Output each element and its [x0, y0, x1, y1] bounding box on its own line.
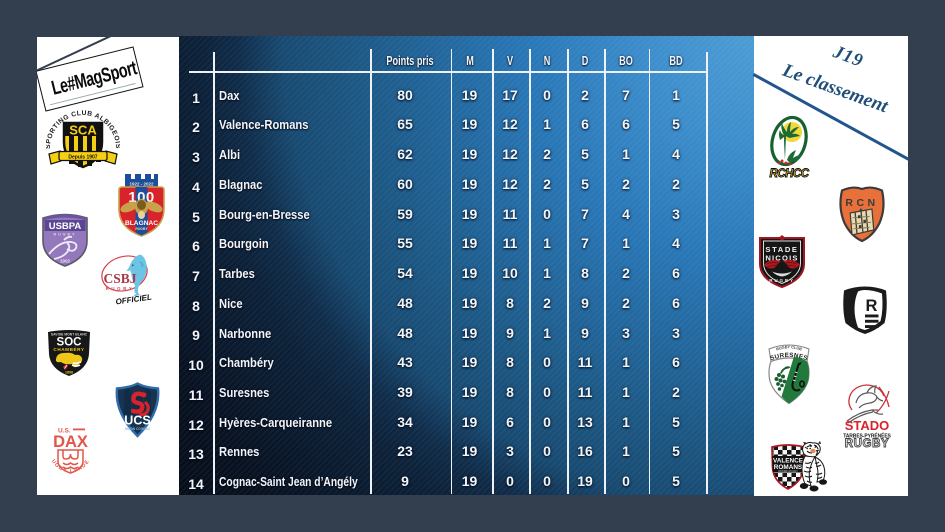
svg-text:Depuis 1907: Depuis 1907 [68, 154, 97, 160]
svg-text:OFFICIEL: OFFICIEL [115, 293, 152, 307]
svg-text:BLAGNAC: BLAGNAC [125, 220, 158, 227]
svg-text:SCA: SCA [69, 123, 97, 138]
svg-text:USBPA: USBPA [49, 221, 82, 232]
svg-text:100: 100 [128, 189, 155, 206]
svg-text:TARBES-PYRÉNÉES: TARBES-PYRÉNÉES [843, 432, 891, 440]
svg-text:RCHCC: RCHCC [769, 168, 809, 180]
svg-text:UNION COGNAC: UNION COGNAC [125, 427, 151, 431]
svg-text:CHAMBÉRY: CHAMBÉRY [53, 345, 84, 352]
svg-text:SURESNES: SURESNES [769, 352, 808, 362]
svg-text:ROMANS: ROMANS [774, 464, 803, 471]
svg-text:1922 - 2022: 1922 - 2022 [129, 182, 154, 187]
svg-text:SOC: SOC [57, 337, 82, 349]
svg-text:STADE: STADE [765, 245, 798, 254]
svg-text:1898: 1898 [65, 371, 73, 375]
svg-text:RUGBY: RUGBY [135, 227, 148, 231]
svg-text:1902: 1902 [60, 259, 71, 264]
svg-text:DAX: DAX [53, 433, 88, 451]
svg-text:RUGBY: RUGBY [54, 233, 77, 237]
svg-text:UCS: UCS [124, 414, 150, 428]
svg-text:RCN: RCN [845, 197, 878, 209]
svg-text:SAVOIE MONT BLANC: SAVOIE MONT BLANC [51, 332, 88, 336]
svg-text:DRÔME RUGBY: DRÔME RUGBY [778, 468, 798, 473]
svg-text:RUGBY CLUB: RUGBY CLUB [776, 345, 803, 351]
svg-text:RUGBY: RUGBY [106, 286, 135, 291]
svg-text:CSBJ: CSBJ [103, 271, 136, 286]
svg-text:STADO: STADO [845, 418, 890, 433]
svg-text:U.S.: U.S. [58, 428, 71, 435]
svg-text:VALENCE: VALENCE [773, 458, 804, 465]
svg-text:R: R [866, 297, 878, 315]
svg-text:RUGBY: RUGBY [845, 438, 890, 448]
svg-text:NIÇOIS: NIÇOIS [765, 254, 798, 263]
svg-text:RUGBY: RUGBY [769, 278, 795, 283]
